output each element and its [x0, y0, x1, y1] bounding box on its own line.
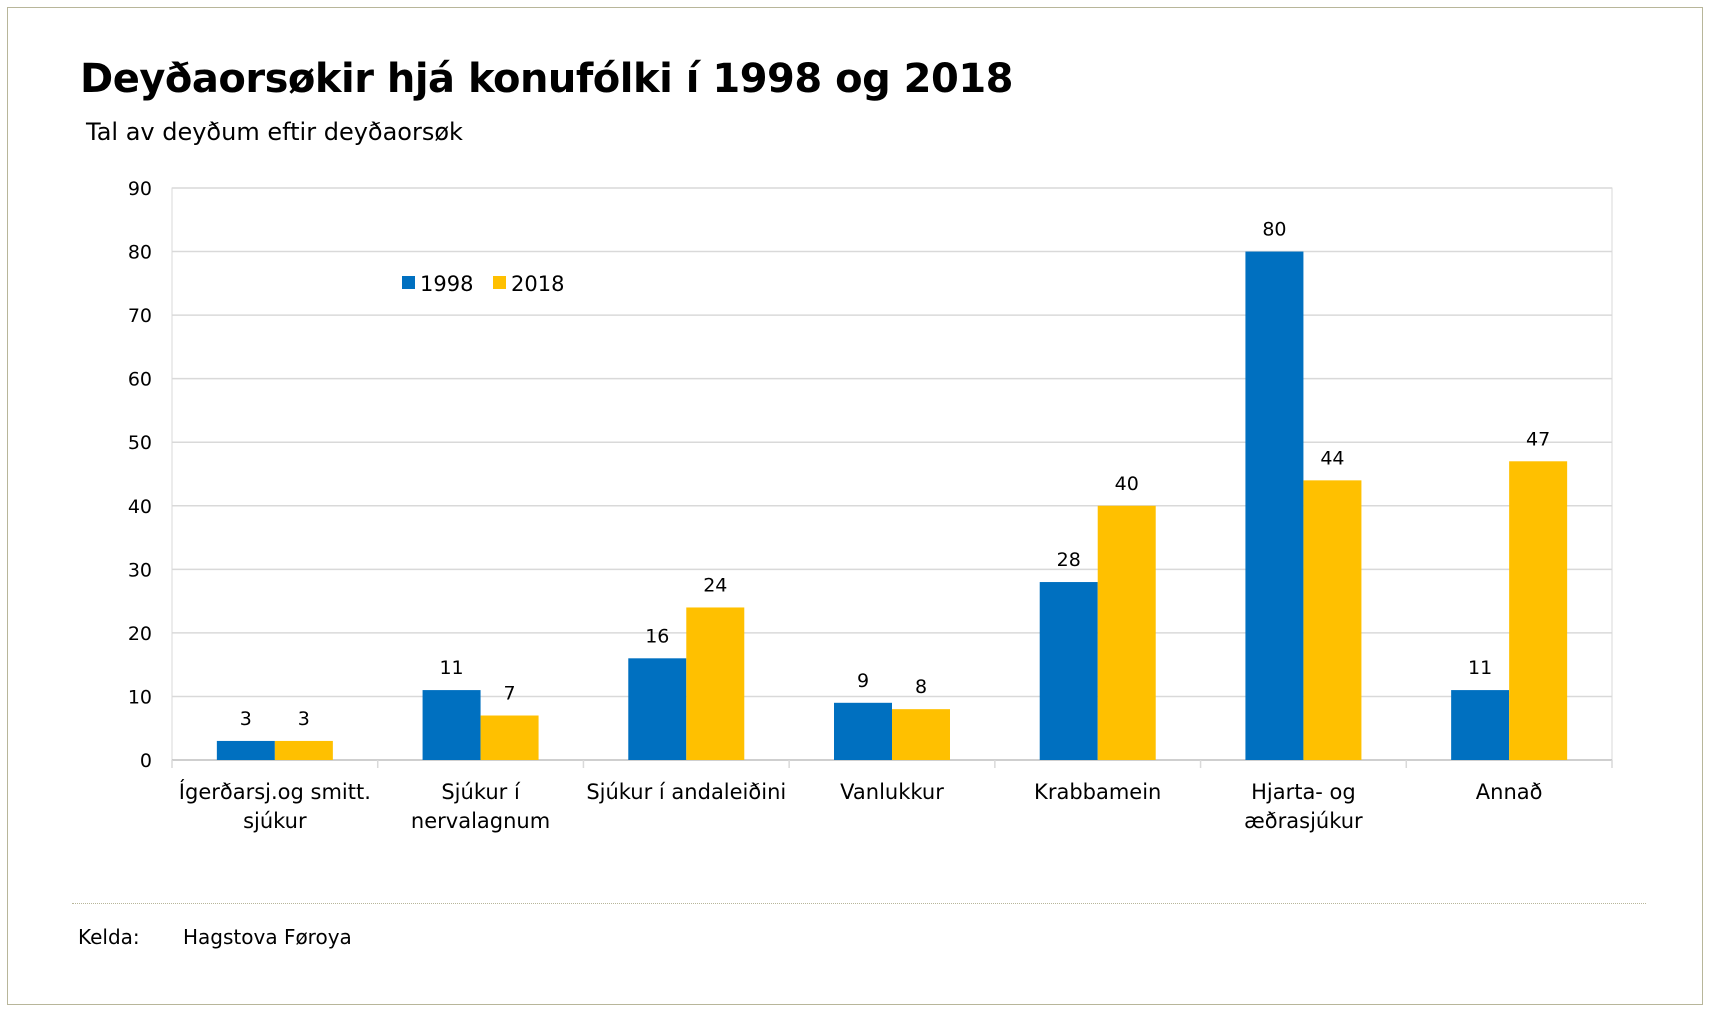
bar-1998	[628, 658, 687, 760]
y-tick-label: 0	[140, 750, 152, 772]
bar-1998	[216, 740, 275, 760]
bar-1998	[422, 690, 481, 760]
y-tick-label: 90	[128, 178, 152, 200]
x-tick-label: Ígerðarsj.og smitt. sjúkur	[179, 779, 371, 833]
data-label-2018: 8	[915, 676, 927, 698]
data-label-2018: 7	[504, 683, 516, 705]
data-label-2018: 24	[703, 574, 727, 596]
legend-label-1998: 1998	[420, 272, 473, 296]
x-tick-label: Sjúkur í nervalagnum	[411, 780, 550, 833]
data-label-1998: 9	[857, 670, 869, 692]
data-label-1998: 16	[645, 625, 669, 647]
y-tick-label: 40	[128, 496, 152, 518]
data-label-2018: 3	[298, 708, 310, 730]
source-value: Hagstova Føroya	[183, 925, 352, 949]
bar-1998	[834, 702, 892, 760]
y-tick-label: 80	[128, 242, 152, 264]
divider	[72, 903, 1646, 904]
legend-label-2018: 2018	[511, 272, 564, 296]
bar-2018	[480, 715, 539, 760]
bar-2018	[1303, 480, 1362, 760]
chart-frame	[7, 7, 1703, 1005]
x-tick-label: Krabbamein	[1034, 780, 1161, 804]
bar-2018	[892, 709, 950, 760]
bar-2018	[686, 607, 745, 760]
bar-2018	[274, 740, 333, 760]
legend-swatch-2018	[493, 276, 506, 289]
data-label-1998: 80	[1262, 219, 1286, 241]
legend-swatch-1998	[402, 276, 415, 289]
data-label-1998: 3	[240, 708, 252, 730]
x-tick-label: Vanlukkur	[840, 780, 944, 804]
bar-2018	[1097, 505, 1156, 760]
y-tick-label: 70	[128, 305, 152, 327]
chart-subtitle: Tal av deyðum eftir deyðaorsøk	[86, 118, 463, 146]
bar-2018	[1509, 461, 1568, 760]
y-tick-label: 10	[128, 686, 152, 708]
y-tick-label: 30	[128, 559, 152, 581]
plot-area	[171, 187, 1613, 761]
x-tick-label: Hjarta- og æðrasjúkur	[1244, 780, 1363, 833]
source-label: Kelda:	[78, 925, 140, 949]
data-label-2018: 44	[1320, 447, 1344, 469]
x-tick-label: Annað	[1476, 780, 1543, 804]
y-tick-label: 20	[128, 623, 152, 645]
bar-1998	[1451, 690, 1510, 760]
chart-title: Deyðaorsøkir hjá konufólki í 1998 og 201…	[80, 56, 1014, 102]
data-label-2018: 40	[1115, 473, 1139, 495]
data-label-1998: 28	[1057, 549, 1081, 571]
bar-1998	[1039, 582, 1098, 760]
y-tick-label: 60	[128, 369, 152, 391]
data-label-1998: 11	[439, 657, 463, 679]
x-tick-label: Sjúkur í andaleiðini	[586, 780, 786, 804]
data-label-2018: 47	[1526, 428, 1550, 450]
y-tick-label: 50	[128, 432, 152, 454]
bar-1998	[1245, 251, 1304, 761]
data-label-1998: 11	[1468, 657, 1492, 679]
